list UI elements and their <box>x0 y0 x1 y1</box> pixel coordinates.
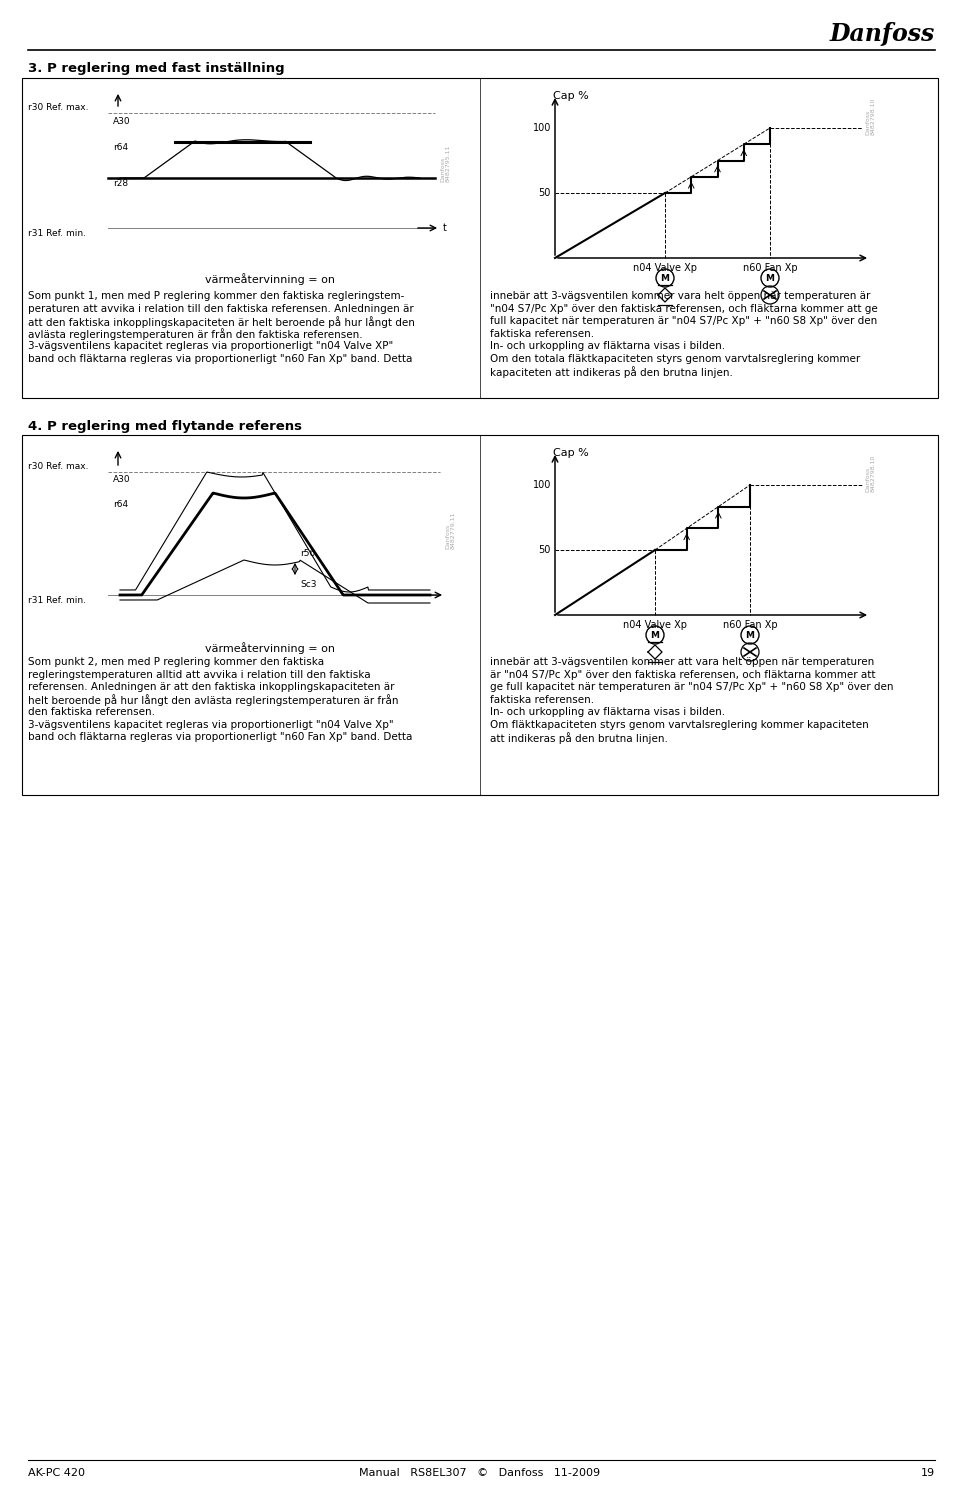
Text: band och fläktarna regleras via proportionerligt "n60 Fan Xp" band. Detta: band och fläktarna regleras via proporti… <box>28 353 413 364</box>
Text: M: M <box>651 630 660 639</box>
FancyBboxPatch shape <box>22 435 938 794</box>
Text: att den faktiska inkopplingskapaciteten är helt beroende på hur långt den: att den faktiska inkopplingskapaciteten … <box>28 316 415 328</box>
Text: n60 Fan Xp: n60 Fan Xp <box>743 263 798 272</box>
Text: n04 Valve Xp: n04 Valve Xp <box>633 263 697 272</box>
Text: Danfoss
8482798.10: Danfoss 8482798.10 <box>865 99 876 135</box>
Text: 3-vägsventilens kapacitet regleras via proportionerligt "n04 Valve XP": 3-vägsventilens kapacitet regleras via p… <box>28 341 394 352</box>
Text: faktiska referensen.: faktiska referensen. <box>490 694 594 705</box>
Text: är "n04 S7/Pc Xp" över den faktiska referensen, och fläktarna kommer att: är "n04 S7/Pc Xp" över den faktiska refe… <box>490 670 876 679</box>
Text: 50: 50 <box>539 545 551 555</box>
Text: AK-PC 420: AK-PC 420 <box>28 1468 85 1478</box>
Text: Sc3: Sc3 <box>300 580 317 589</box>
Text: Cap %: Cap % <box>553 91 588 102</box>
Text: n04 Valve Xp: n04 Valve Xp <box>623 619 687 630</box>
Text: full kapacitet när temperaturen är "n04 S7/Pc Xp" + "n60 S8 Xp" över den: full kapacitet när temperaturen är "n04 … <box>490 316 877 326</box>
Text: r28: r28 <box>113 180 128 188</box>
Text: Manual   RS8EL307   ©   Danfoss   11-2009: Manual RS8EL307 © Danfoss 11-2009 <box>359 1468 601 1478</box>
Text: faktiska referensen.: faktiska referensen. <box>490 329 594 338</box>
Text: innebär att 3-vägsventilen kommer att vara helt öppen när temperaturen: innebär att 3-vägsventilen kommer att va… <box>490 657 875 667</box>
Text: Som punkt 2, men med P reglering kommer den faktiska: Som punkt 2, men med P reglering kommer … <box>28 657 324 667</box>
Text: ge full kapacitet när temperaturen är "n04 S7/Pc Xp" + "n60 S8 Xp" över den: ge full kapacitet när temperaturen är "n… <box>490 682 894 693</box>
Text: den faktiska referensen.: den faktiska referensen. <box>28 708 155 717</box>
Text: r31 Ref. min.: r31 Ref. min. <box>28 595 86 604</box>
Text: A30: A30 <box>113 117 131 126</box>
Text: avlästa regleringstemperaturen är från den faktiska referensen.: avlästa regleringstemperaturen är från d… <box>28 329 363 341</box>
Text: kapaciteten att indikeras på den brutna linjen.: kapaciteten att indikeras på den brutna … <box>490 367 732 378</box>
Text: Om den totala fläktkapaciteten styrs genom varvtalsreglering kommer: Om den totala fläktkapaciteten styrs gen… <box>490 353 860 364</box>
Text: Danfoss
8482795.11: Danfoss 8482795.11 <box>440 144 451 181</box>
Text: M: M <box>746 630 755 639</box>
Text: "n04 S7/Pc Xp" över den faktiska referensen, och fläktarna kommer att ge: "n04 S7/Pc Xp" över den faktiska referen… <box>490 304 877 314</box>
Text: r31 Ref. min.: r31 Ref. min. <box>28 229 86 238</box>
Text: Danfoss
8482779.11: Danfoss 8482779.11 <box>445 512 456 549</box>
Text: 19: 19 <box>921 1468 935 1478</box>
Text: att indikeras på den brutna linjen.: att indikeras på den brutna linjen. <box>490 732 668 744</box>
Text: värmeåtervinning = on: värmeåtervinning = on <box>205 642 335 654</box>
Text: r30 Ref. max.: r30 Ref. max. <box>28 462 88 471</box>
Text: referensen. Anledningen är att den faktiska inkopplingskapaciteten är: referensen. Anledningen är att den fakti… <box>28 682 395 693</box>
Text: peraturen att avvika i relation till den faktiska referensen. Anledningen är: peraturen att avvika i relation till den… <box>28 304 414 314</box>
Text: A30: A30 <box>113 476 131 485</box>
Text: r64: r64 <box>113 500 128 509</box>
Text: Som punkt 1, men med P reglering kommer den faktiska regleringstem-: Som punkt 1, men med P reglering kommer … <box>28 292 404 301</box>
Text: band och fläktarna regleras via proportionerligt "n60 Fan Xp" band. Detta: band och fläktarna regleras via proporti… <box>28 732 413 742</box>
Text: t: t <box>443 223 446 233</box>
Text: helt beroende på hur långt den avlästa regleringstemperaturen är från: helt beroende på hur långt den avlästa r… <box>28 694 398 706</box>
Text: r56: r56 <box>300 549 315 558</box>
Text: 50: 50 <box>539 188 551 197</box>
Text: Cap %: Cap % <box>553 447 588 458</box>
Text: M: M <box>765 274 775 283</box>
Text: innebär att 3-vägsventilen kommer vara helt öppen när temperaturen är: innebär att 3-vägsventilen kommer vara h… <box>490 292 871 301</box>
Text: 3-vägsventilens kapacitet regleras via proportionerligt "n04 Valve Xp": 3-vägsventilens kapacitet regleras via p… <box>28 720 394 730</box>
Text: regleringstemperaturen alltid att avvika i relation till den faktiska: regleringstemperaturen alltid att avvika… <box>28 670 371 679</box>
Text: värmeåtervinning = on: värmeåtervinning = on <box>205 272 335 284</box>
Text: In- och urkoppling av fläktarna visas i bilden.: In- och urkoppling av fläktarna visas i … <box>490 708 725 717</box>
Text: Danfoss
8482798.10: Danfoss 8482798.10 <box>865 455 876 492</box>
Text: 100: 100 <box>533 480 551 491</box>
Text: r64: r64 <box>113 144 128 153</box>
Text: n60 Fan Xp: n60 Fan Xp <box>723 619 778 630</box>
Text: Om fläktkapaciteten styrs genom varvtalsreglering kommer kapaciteten: Om fläktkapaciteten styrs genom varvtals… <box>490 720 869 730</box>
Text: 3. P reglering med fast inställning: 3. P reglering med fast inställning <box>28 61 284 75</box>
Text: In- och urkoppling av fläktarna visas i bilden.: In- och urkoppling av fläktarna visas i … <box>490 341 725 352</box>
Text: Danfoss: Danfoss <box>829 22 935 46</box>
Text: 4. P reglering med flytande referens: 4. P reglering med flytande referens <box>28 420 302 432</box>
Text: M: M <box>660 274 669 283</box>
Text: r30 Ref. max.: r30 Ref. max. <box>28 103 88 112</box>
FancyBboxPatch shape <box>22 78 938 398</box>
Text: 100: 100 <box>533 123 551 133</box>
